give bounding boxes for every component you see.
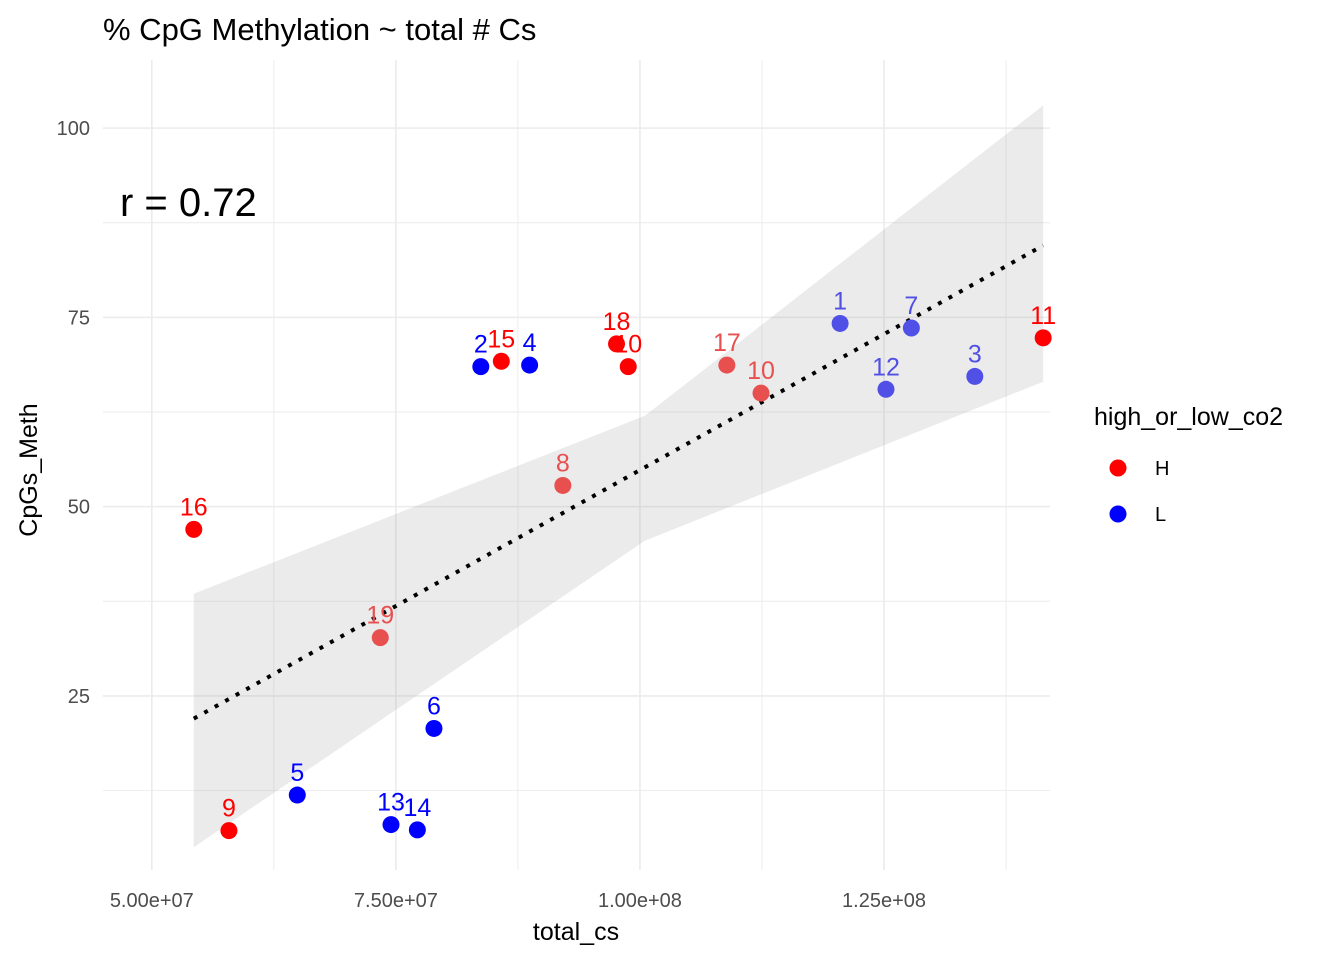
data-point-label: 14: [403, 794, 431, 822]
data-point-label: 7: [904, 292, 918, 320]
data-point-label: 10: [747, 357, 775, 385]
data-point: [288, 786, 306, 804]
data-point: [902, 319, 920, 337]
confidence-band: [193, 105, 1044, 848]
data-point: [408, 821, 426, 839]
legend-title: high_or_low_co2: [1094, 403, 1283, 431]
y-tick-label: 100: [57, 118, 90, 140]
data-point: [220, 822, 238, 840]
data-point-label: 8: [556, 449, 570, 477]
data-point-label: 1: [833, 287, 847, 315]
data-point: [1034, 329, 1052, 347]
legend: high_or_low_co2 H L: [1094, 403, 1283, 526]
data-point: [382, 816, 400, 834]
data-point-label: 15: [487, 325, 515, 353]
data-point: [554, 476, 572, 494]
x-tick-label: 7.50e+07: [354, 890, 438, 912]
legend-key-h: [1109, 459, 1127, 477]
x-tick-label: 5.00e+07: [110, 890, 194, 912]
data-point: [752, 384, 770, 402]
data-point: [877, 380, 895, 398]
grid: [103, 60, 1050, 870]
data-point: [371, 629, 389, 647]
data-point: [472, 358, 490, 376]
y-tick-label: 25: [68, 686, 90, 708]
data-point: [718, 356, 736, 374]
data-point: [521, 356, 539, 374]
data-point: [608, 335, 626, 353]
y-axis-label: CpGs_Meth: [15, 403, 43, 536]
legend-label-h: H: [1155, 458, 1169, 480]
data-point-label: 9: [222, 795, 236, 823]
data-point-label: 13: [377, 789, 405, 817]
data-point: [831, 314, 849, 332]
data-point-label: 3: [968, 340, 982, 368]
y-tick-label: 50: [68, 497, 90, 519]
data-point: [966, 367, 984, 385]
y-tick-label: 75: [68, 307, 90, 329]
axis-ticks: 5.00e+07 7.50e+07 1.00e+08 1.25e+0825507510…: [57, 118, 926, 912]
data-point-label: 11: [1030, 302, 1056, 330]
data-point-label: 6: [427, 692, 441, 720]
data-point-label: 4: [523, 329, 537, 357]
x-axis-label: total_cs: [533, 918, 619, 946]
x-tick-label: 1.25e+08: [842, 890, 926, 912]
data-point-label: 17: [713, 329, 741, 357]
confidence-band-layer: [193, 105, 1044, 848]
data-point-label: 2: [474, 331, 488, 359]
legend-label-l: L: [1155, 504, 1166, 526]
data-point: [425, 719, 443, 737]
data-point: [185, 520, 203, 538]
data-point-label: 10: [614, 331, 642, 359]
points-layer: [185, 314, 1052, 840]
data-point: [619, 358, 637, 376]
legend-key-l: [1109, 505, 1127, 523]
x-tick-label: 1.00e+08: [598, 890, 682, 912]
correlation-annotation: r = 0.72: [120, 181, 257, 225]
chart-title: % CpG Methylation ~ total # Cs: [103, 12, 536, 47]
data-point-label: 18: [603, 308, 631, 336]
data-point: [492, 352, 510, 370]
data-point-label: 5: [290, 759, 304, 787]
data-point-label: 19: [366, 602, 394, 630]
data-point-label: 12: [872, 353, 900, 381]
data-point-label: 16: [180, 493, 208, 521]
